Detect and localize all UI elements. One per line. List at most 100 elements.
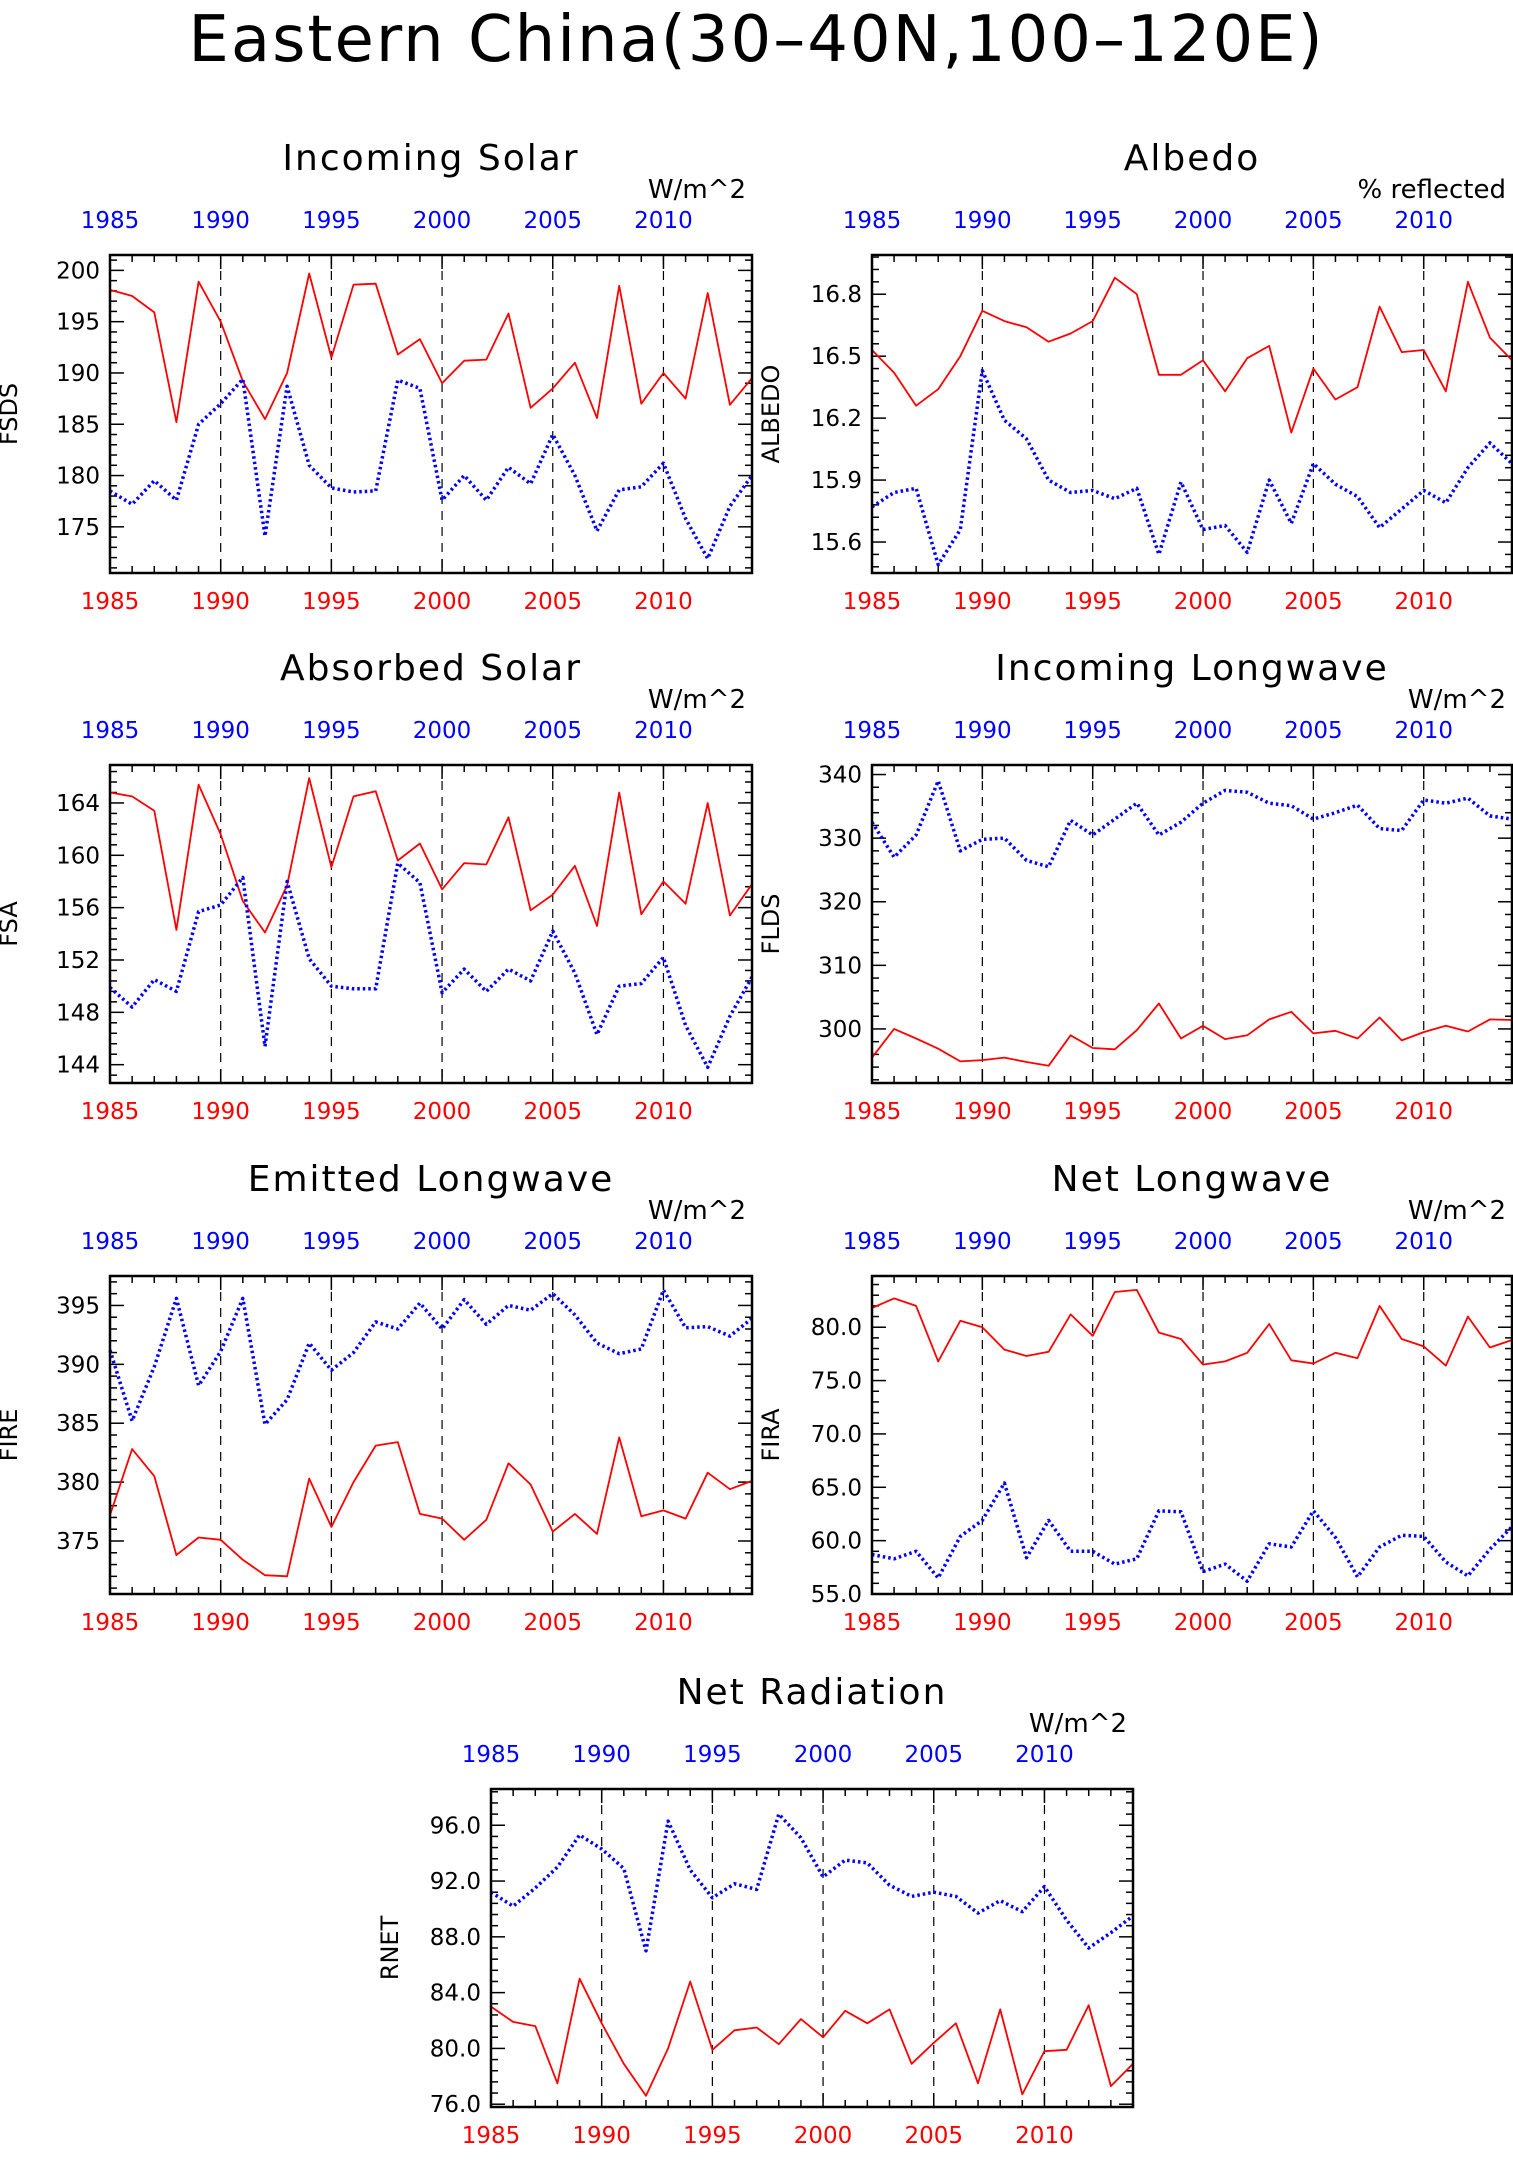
series-line-red xyxy=(871,1002,1513,1067)
x-tick-label-top: 1990 xyxy=(953,1229,1012,1255)
x-tick-label-top: 2005 xyxy=(1284,718,1343,744)
panel-incoming-solar: Incoming Solar W/m^2 FSDS 175 180 185 190 195 20… xyxy=(0,138,754,615)
x-tick-label-top: 2000 xyxy=(1174,208,1233,234)
x-tick-label-bottom: 1990 xyxy=(953,1099,1012,1125)
x-tick-label-top: 2005 xyxy=(904,1742,963,1768)
x-tick-label-top: 2010 xyxy=(1394,208,1453,234)
y-tick-label: 55.0 xyxy=(811,1582,862,1608)
series-line-blue xyxy=(108,861,754,1070)
y-tick-label: 15.6 xyxy=(811,530,862,556)
x-tick-label-bottom: 1985 xyxy=(843,1610,902,1636)
x-tick-label-top: 1985 xyxy=(843,1229,902,1255)
units-label: % reflected xyxy=(1358,175,1506,205)
x-tick-label-bottom: 1985 xyxy=(843,589,902,615)
x-tick-label-bottom: 1995 xyxy=(302,1099,361,1125)
y-tick-label: 375 xyxy=(56,1529,100,1555)
x-tick-label-top: 2000 xyxy=(1174,1229,1233,1255)
x-tick-label-top: 1995 xyxy=(1063,718,1122,744)
y-tick-label: 340 xyxy=(818,763,862,789)
x-tick-label-bottom: 1985 xyxy=(462,2123,521,2149)
x-tick-label-bottom: 1985 xyxy=(81,1610,140,1636)
plot-frame xyxy=(870,763,1513,1085)
y-axis-label: ALBEDO xyxy=(757,365,785,464)
x-tick-label-bottom: 2005 xyxy=(1284,589,1343,615)
y-tick-label: 70.0 xyxy=(811,1422,862,1448)
chart-title: Albedo xyxy=(1124,138,1261,179)
x-tick-label-bottom: 1985 xyxy=(81,1099,140,1125)
chart-title: Net Radiation xyxy=(677,1672,948,1713)
x-tick-label-bottom: 2005 xyxy=(1284,1099,1343,1125)
x-tick-label-bottom: 1990 xyxy=(953,1610,1012,1636)
y-tick-label: 185 xyxy=(56,412,100,438)
x-tick-label-top: 2005 xyxy=(1284,208,1343,234)
panel-net-longwave: Net Longwave W/m^2 FIRA 55.0 60.0 65.0 70.0 75.… xyxy=(757,1159,1513,1636)
units-label: W/m^2 xyxy=(1029,1709,1127,1739)
x-tick-label-bottom: 1995 xyxy=(683,2123,742,2149)
x-tick-label-top: 1990 xyxy=(953,208,1012,234)
x-tick-label-top: 1985 xyxy=(81,718,140,744)
y-tick-label: 148 xyxy=(56,1000,100,1026)
y-tick-label: 330 xyxy=(818,826,862,852)
y-tick-label: 160 xyxy=(56,843,100,869)
y-tick-label: 164 xyxy=(56,791,100,817)
plot-frame xyxy=(108,763,754,1085)
panel-absorbed-solar: Absorbed Solar W/m^2 FSA 144 148 152 156 160 164… xyxy=(0,648,754,1125)
x-tick-label-bottom: 2005 xyxy=(523,1099,582,1125)
chart-title: Net Longwave xyxy=(1052,1159,1333,1200)
y-tick-label: 152 xyxy=(56,948,100,974)
series-line-blue xyxy=(870,779,1513,869)
units-label: W/m^2 xyxy=(648,685,746,715)
x-tick-label-top: 1995 xyxy=(302,718,361,744)
units-label: W/m^2 xyxy=(648,175,746,205)
y-tick-label: 84.0 xyxy=(430,1981,481,2007)
series-line-red xyxy=(871,276,1513,434)
x-tick-label-bottom: 2000 xyxy=(413,1610,472,1636)
x-tick-label-top: 1985 xyxy=(81,208,140,234)
x-tick-label-bottom: 1990 xyxy=(572,2123,631,2149)
chart-title: Absorbed Solar xyxy=(280,648,582,689)
series-line-blue xyxy=(871,1481,1513,1583)
y-tick-label: 300 xyxy=(818,1017,862,1043)
x-tick-label-bottom: 1990 xyxy=(191,1099,250,1125)
x-tick-label-top: 2000 xyxy=(413,718,472,744)
page-title: Eastern China(30–40N,100–120E) xyxy=(188,3,1325,77)
x-tick-label-top: 1985 xyxy=(843,718,902,744)
x-tick-label-bottom: 2010 xyxy=(634,1099,693,1125)
y-tick-label: 16.2 xyxy=(811,406,862,432)
x-tick-label-bottom: 2005 xyxy=(904,2123,963,2149)
panel-net-radiation: Net Radiation W/m^2 RNET 76.0 80.0 84.0 88.0 92… xyxy=(376,1672,1135,2149)
x-tick-label-bottom: 2000 xyxy=(413,1099,472,1125)
x-tick-label-bottom: 2005 xyxy=(523,589,582,615)
panel-emitted-longwave: Emitted Longwave W/m^2 FIRE 375 380 385 390 395… xyxy=(0,1159,754,1636)
y-tick-label: 65.0 xyxy=(811,1475,862,1501)
x-tick-label-bottom: 2010 xyxy=(1394,1610,1453,1636)
y-axis-label: RNET xyxy=(376,1915,404,1980)
y-tick-label: 320 xyxy=(818,890,862,916)
y-tick-label: 200 xyxy=(56,258,100,284)
y-tick-label: 80.0 xyxy=(811,1315,862,1341)
x-tick-label-top: 1990 xyxy=(953,718,1012,744)
y-tick-label: 180 xyxy=(56,464,100,490)
x-tick-label-top: 2005 xyxy=(523,718,582,744)
units-label: W/m^2 xyxy=(1408,1196,1506,1226)
y-tick-label: 92.0 xyxy=(430,1869,481,1895)
series-line-blue xyxy=(871,368,1513,567)
x-tick-label-bottom: 1995 xyxy=(1063,589,1122,615)
x-tick-label-bottom: 1995 xyxy=(1063,1099,1122,1125)
y-tick-label: 395 xyxy=(56,1293,100,1319)
x-tick-label-bottom: 1985 xyxy=(843,1099,902,1125)
x-tick-label-top: 2010 xyxy=(634,1229,693,1255)
y-tick-label: 190 xyxy=(56,361,100,387)
x-tick-label-top: 2010 xyxy=(1394,718,1453,744)
x-tick-label-top: 1985 xyxy=(843,208,902,234)
panel-incoming-longwave: Incoming Longwave W/m^2 FLDS 300 310 320 330 34… xyxy=(757,648,1513,1125)
x-tick-label-bottom: 2010 xyxy=(634,589,693,615)
x-tick-label-top: 1990 xyxy=(572,1742,631,1768)
chart-title: Incoming Solar xyxy=(282,138,579,179)
x-tick-label-bottom: 2010 xyxy=(1394,1099,1453,1125)
y-axis-label: FIRE xyxy=(0,1409,23,1462)
x-tick-label-bottom: 1995 xyxy=(1063,1610,1122,1636)
x-tick-label-top: 2010 xyxy=(634,208,693,234)
series-line-red xyxy=(490,1977,1134,2097)
